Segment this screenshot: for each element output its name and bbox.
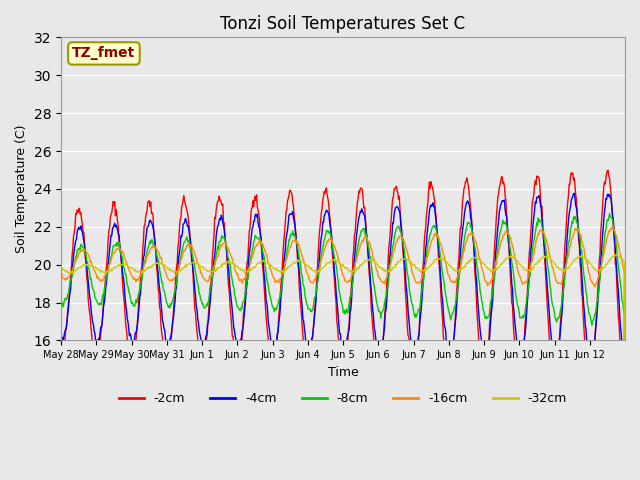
Legend: -2cm, -4cm, -8cm, -16cm, -32cm: -2cm, -4cm, -8cm, -16cm, -32cm — [114, 387, 572, 410]
Text: TZ_fmet: TZ_fmet — [72, 47, 136, 60]
Title: Tonzi Soil Temperatures Set C: Tonzi Soil Temperatures Set C — [220, 15, 465, 33]
X-axis label: Time: Time — [328, 366, 358, 379]
Y-axis label: Soil Temperature (C): Soil Temperature (C) — [15, 125, 28, 253]
